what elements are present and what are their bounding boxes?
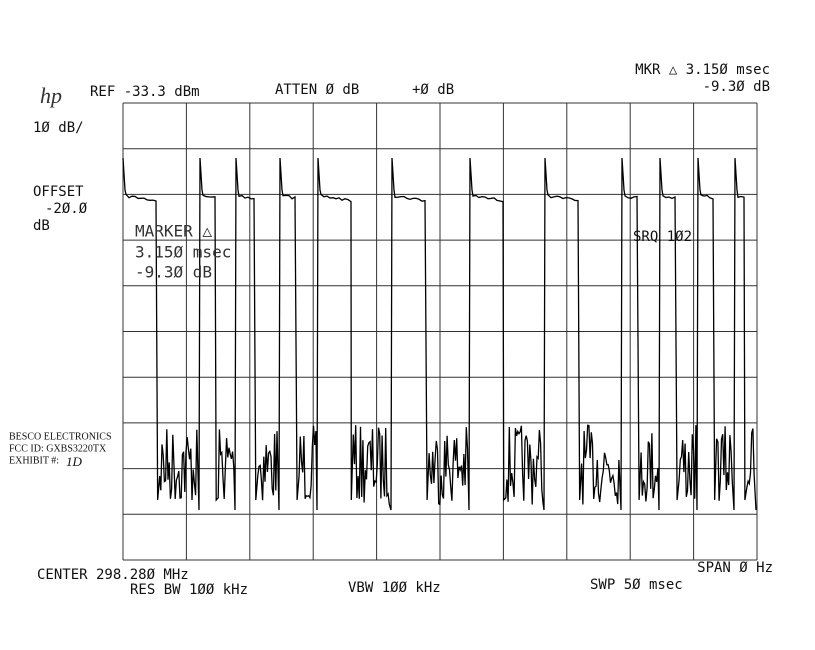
center-freq: CENTER 298.28Ø MHz xyxy=(37,567,189,583)
srq: SRQ 1Ø2 xyxy=(633,229,692,245)
span: SPAN Ø Hz xyxy=(697,560,773,576)
marker-delta: MKR △ 3.15Ø msec xyxy=(635,62,770,78)
offset-unit: dB xyxy=(33,218,50,234)
scale: 1Ø dB/ xyxy=(33,120,84,136)
attenuation: ATTEN Ø dB xyxy=(275,82,359,98)
offset-db: +Ø dB xyxy=(412,82,454,98)
offset-value: -2Ø.Ø xyxy=(45,201,88,217)
sweep: SWP 5Ø msec xyxy=(590,577,683,593)
res-bw: RES BW 1ØØ kHz xyxy=(130,582,248,598)
ref-level: REF -33.3 dBm xyxy=(90,84,200,100)
trace xyxy=(122,157,757,511)
marker-level-box: -9.3Ø dB xyxy=(135,263,212,282)
stamp-fcc: FCC ID: GXBS3220TX xyxy=(9,443,107,454)
logo: hp xyxy=(40,83,62,108)
stamp-exhibit-no: 1D xyxy=(66,454,83,469)
stamp-bg xyxy=(5,408,117,480)
offset-label: OFFSET xyxy=(33,184,84,200)
stamp-exhibit: EXHIBIT #: xyxy=(9,455,59,466)
marker-time: 3.15Ø msec xyxy=(135,243,231,262)
stamp-company: BESCO ELECTRONICS xyxy=(9,431,112,442)
marker-level: -9.3Ø dB xyxy=(703,79,770,95)
vbw: VBW 1ØØ kHz xyxy=(348,580,441,596)
marker-title: MARKER △ xyxy=(135,222,212,241)
